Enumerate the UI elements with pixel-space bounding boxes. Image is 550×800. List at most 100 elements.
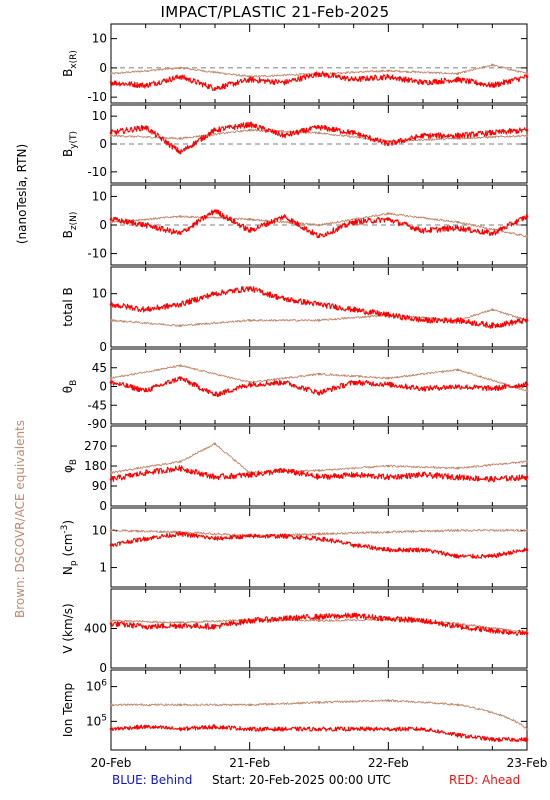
data-point-v-ahead	[387, 617, 390, 620]
data-point-bx-ahead	[421, 81, 425, 84]
data-point-btot-ahead	[387, 313, 390, 317]
data-point-phi-ahead	[456, 475, 459, 479]
data-point-temp-ahead	[421, 727, 425, 731]
data-point-phi-ahead	[283, 469, 286, 472]
data-point-temp-ace	[179, 703, 182, 707]
data-point-temp-ahead	[317, 727, 321, 731]
data-point-v-ace	[109, 619, 113, 622]
data-point-v-ahead	[491, 629, 494, 632]
chart-title: IMPACT/PLASTIC 21-Feb-2025	[160, 3, 390, 21]
data-point-bx-ahead	[144, 84, 147, 87]
data-point-by-ace	[179, 137, 182, 140]
data-point-by-ahead	[491, 131, 494, 135]
footer-start-time: Start: 20-Feb-2025 00:00 UTC	[212, 773, 391, 787]
y-tick-label-bz: 0	[99, 218, 107, 232]
y-tick-label-phi: 180	[84, 459, 107, 473]
data-point-phi-ace	[109, 471, 113, 474]
y-tick-label-phi: 90	[92, 479, 107, 493]
data-point-temp-ace	[317, 701, 321, 704]
data-point-by-ahead	[456, 134, 459, 137]
data-point-bx-ahead	[352, 78, 355, 81]
data-point-btot-ahead	[248, 287, 251, 290]
data-point-bz-ahead	[491, 232, 494, 235]
x-tick-label: 21-Feb	[229, 756, 270, 770]
data-point-by-ahead	[248, 123, 251, 126]
data-point-by-ace	[248, 128, 251, 132]
data-point-phi-ace	[179, 460, 182, 463]
data-point-phi-ahead	[109, 478, 113, 481]
data-point-np-ace	[387, 530, 390, 534]
data-point-bx-ace	[525, 72, 529, 76]
data-point-bz-ahead	[352, 220, 355, 224]
data-point-bz-ace	[317, 223, 321, 227]
data-point-bx-ahead	[213, 87, 217, 90]
data-point-bx-ace	[179, 66, 182, 70]
data-point-theta-ahead	[525, 383, 529, 386]
data-point-theta-ace	[525, 389, 529, 392]
data-point-temp-ahead	[248, 727, 251, 731]
data-point-phi-ahead	[352, 473, 355, 477]
data-point-btot-ahead	[456, 319, 459, 322]
data-point-bx-ahead	[179, 75, 182, 78]
data-point-phi-ace	[248, 471, 251, 474]
data-point-v-ahead	[421, 619, 425, 622]
data-point-temp-ahead	[283, 727, 286, 731]
y-tick-label-bz: -10	[87, 247, 107, 261]
data-point-v-ahead	[525, 632, 529, 635]
series-line-btot-ahead	[110, 286, 528, 329]
data-point-phi-ahead	[179, 466, 182, 470]
y-tick-label-theta: 0	[99, 380, 107, 394]
data-point-btot-ahead	[491, 324, 494, 327]
data-point-bz-ace	[248, 217, 251, 221]
data-point-v-ahead	[213, 625, 217, 628]
y-tick-label-by: 0	[99, 137, 107, 151]
data-point-btot-ace	[179, 324, 182, 327]
data-point-bx-ace	[109, 72, 113, 76]
series-line-theta-ace	[110, 364, 528, 392]
data-point-bz-ace	[179, 215, 182, 218]
data-point-np-ahead	[179, 532, 182, 536]
data-point-btot-ace	[109, 319, 113, 322]
data-point-v-ahead	[144, 625, 147, 628]
data-point-btot-ahead	[317, 303, 321, 306]
x-tick-label: 20-Feb	[91, 756, 132, 770]
data-point-theta-ace	[179, 364, 182, 367]
y-tick-label-temp: 106	[86, 679, 107, 694]
y-axis-label-by: By(T)	[61, 131, 79, 157]
data-point-bz-ahead	[109, 217, 113, 221]
data-point-phi-ahead	[387, 475, 390, 479]
data-point-btot-ahead	[179, 303, 182, 306]
data-point-by-ahead	[213, 128, 217, 132]
data-point-btot-ahead	[421, 319, 425, 322]
y-tick-label-np: 10	[92, 523, 107, 537]
data-point-theta-ahead	[352, 381, 355, 384]
data-point-phi-ace	[317, 469, 321, 472]
panel-frame-theta	[110, 348, 528, 425]
data-point-temp-ace	[456, 703, 459, 707]
data-point-np-ahead	[109, 543, 113, 547]
data-point-theta-ahead	[144, 389, 147, 392]
data-point-btot-ace	[491, 308, 494, 311]
y-tick-label-theta: -90	[87, 417, 107, 431]
data-point-theta-ahead	[109, 381, 113, 384]
series-line-temp-ahead	[110, 724, 528, 743]
data-point-by-ahead	[109, 131, 113, 135]
footer-behind-legend: BLUE: Behind	[112, 773, 193, 787]
data-point-np-ahead	[421, 548, 425, 552]
data-point-by-ace	[109, 134, 113, 137]
data-point-bx-ahead	[317, 72, 321, 76]
data-point-bx-ahead	[456, 78, 459, 81]
data-point-theta-ahead	[179, 376, 182, 380]
data-point-theta-ahead	[213, 393, 217, 397]
y-axis-label-btot: total B	[61, 287, 75, 327]
data-point-by-ahead	[352, 131, 355, 135]
data-point-bz-ace	[387, 212, 390, 215]
x-tick-label: 22-Feb	[368, 756, 409, 770]
data-point-theta-ace	[456, 368, 459, 372]
y-tick-label-temp: 105	[86, 713, 107, 728]
y-tick-label-v: 0	[99, 661, 107, 675]
data-point-theta-ahead	[387, 383, 390, 386]
panel-frame-np	[110, 507, 528, 588]
data-point-v-ahead	[248, 619, 251, 622]
data-point-v-ace	[317, 619, 321, 622]
